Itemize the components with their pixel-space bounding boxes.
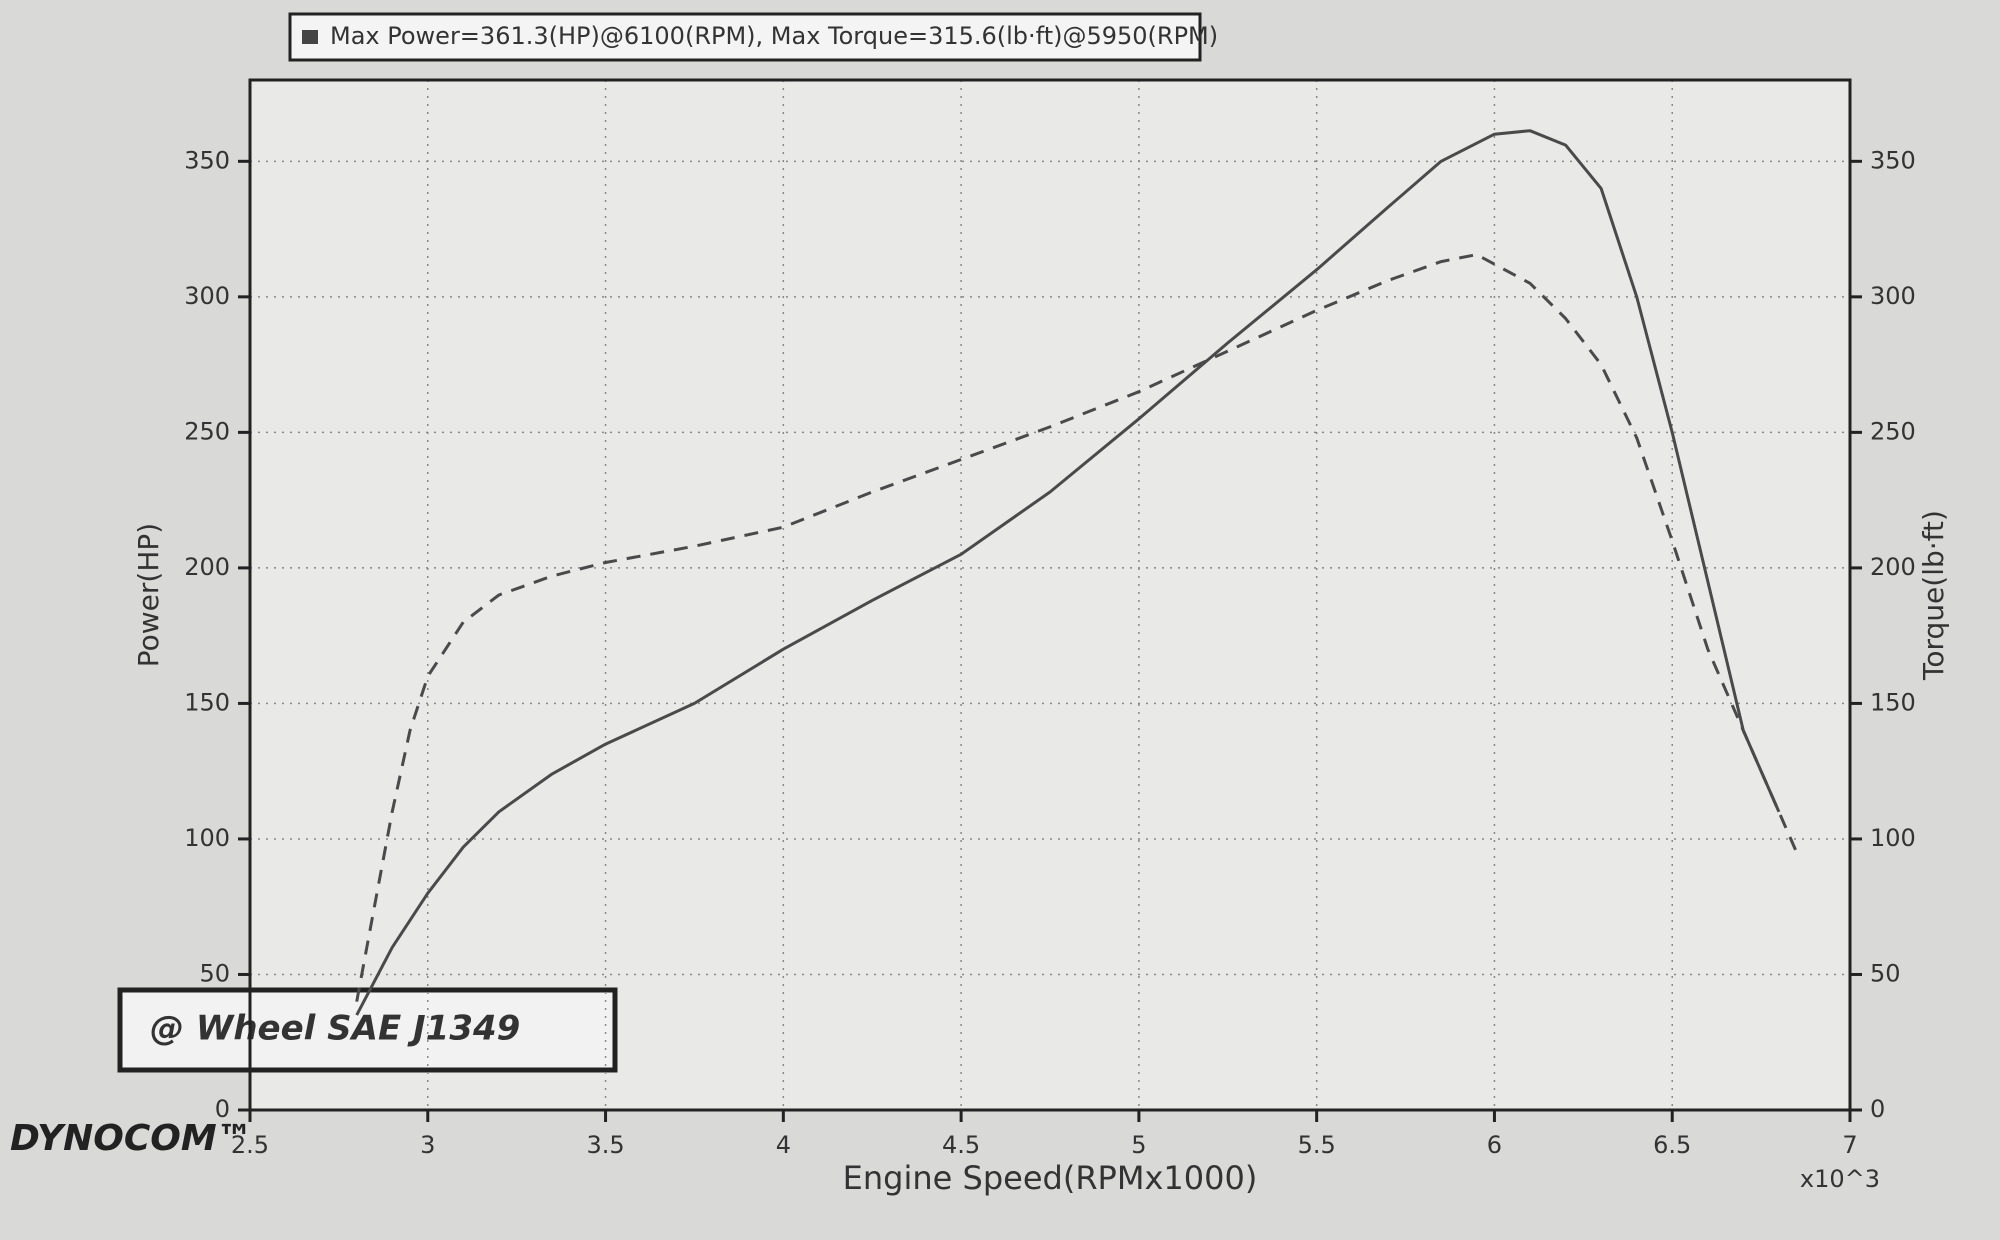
y2-axis-label: Torque(lb·ft)	[1917, 510, 1950, 681]
y-tick-label: 200	[184, 553, 230, 581]
power-line	[355, 129, 1781, 1016]
legend-swatch	[302, 30, 318, 44]
x-tick-label: 2.5	[231, 1131, 269, 1159]
x-tick-label: 4.5	[942, 1131, 980, 1159]
legend-box	[288, 12, 1202, 62]
plot-area	[250, 80, 1850, 1110]
y2-tick-label: 150	[1870, 688, 1916, 716]
logo: DYNOCOM™	[10, 1118, 253, 1159]
x-tick-label: 3.5	[586, 1131, 624, 1159]
x-tick-label: 6.5	[1653, 1131, 1691, 1159]
y-tick-label: 50	[199, 959, 230, 987]
x-tick-label: 7	[1842, 1131, 1857, 1159]
x-tick-label: 5	[1131, 1131, 1146, 1159]
y2-tick-label: 50	[1870, 959, 1901, 987]
axis-frame	[248, 78, 1852, 1112]
y2-tick-label: 250	[1870, 417, 1916, 445]
x-tick-label: 6	[1487, 1131, 1502, 1159]
x-multiplier: x10^3	[1800, 1165, 1880, 1193]
y-tick-label: 350	[184, 146, 230, 174]
y2-tick-label: 100	[1870, 824, 1916, 852]
y2-tick-label: 350	[1870, 146, 1916, 174]
torque-line	[355, 253, 1799, 1002]
x-tick-label: 5.5	[1298, 1131, 1336, 1159]
x-axis-label: Engine Speed(RPMx1000)	[843, 1159, 1258, 1197]
y-tick-label: 0	[215, 1095, 230, 1123]
y-tick-label: 150	[184, 688, 230, 716]
legend-text: Max Power=361.3(HP)@6100(RPM), Max Torqu…	[330, 22, 1218, 50]
annotation-box	[117, 987, 618, 1073]
y-tick-label: 250	[184, 417, 230, 445]
y2-tick-label: 0	[1870, 1095, 1885, 1123]
y-tick-label: 300	[184, 282, 230, 310]
annotation: @ Wheel SAE J1349	[150, 1009, 520, 1049]
y2-tick-label: 300	[1870, 282, 1916, 310]
x-tick-label: 4	[776, 1131, 791, 1159]
y-tick-label: 100	[184, 824, 230, 852]
x-tick-label: 3	[420, 1131, 435, 1159]
y-axis-label: Power(HP)	[132, 523, 165, 667]
y2-tick-label: 200	[1870, 553, 1916, 581]
